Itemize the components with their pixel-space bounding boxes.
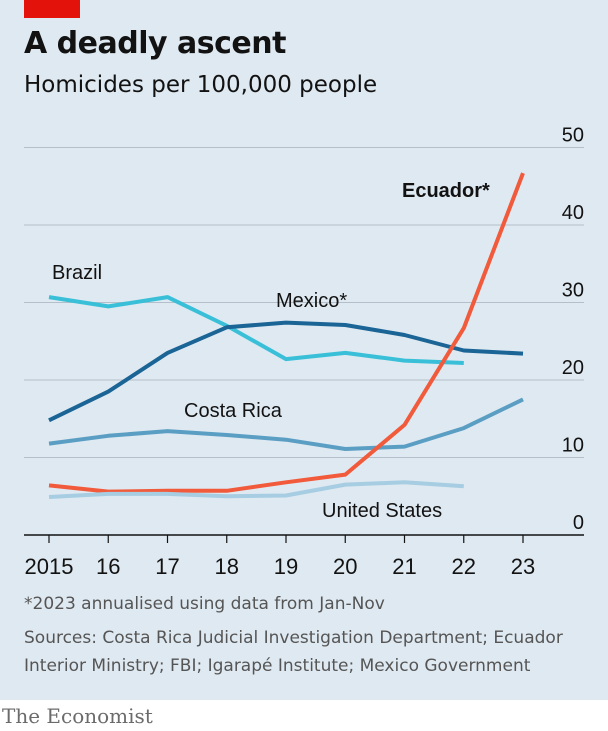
footnote: *2023 annualised using data from Jan-Nov	[24, 594, 385, 614]
series-label: Costa Rica	[184, 400, 283, 422]
x-tick-label: 17	[155, 554, 179, 579]
brand-red-tab	[24, 0, 80, 18]
y-tick-label: 50	[562, 125, 584, 147]
x-tick-label: 23	[511, 554, 535, 579]
publisher-brand: The Economist	[2, 704, 153, 728]
series-label: Mexico*	[276, 290, 347, 312]
chart-subtitle: Homicides per 100,000 people	[24, 72, 378, 98]
x-tick-label: 20	[333, 554, 357, 579]
series-label: Ecuador*	[402, 180, 490, 202]
x-tick-label: 21	[392, 554, 416, 579]
series-labels: Brazil Mexico* Costa Rica Ecuador* United St…	[52, 180, 490, 522]
series-label: Brazil	[52, 262, 102, 284]
sources-text: Sources: Costa Rica Judicial Investigati…	[24, 628, 563, 676]
x-tick-label: 18	[215, 554, 239, 579]
y-tick-label: 40	[562, 202, 584, 224]
chart-title: A deadly ascent	[24, 26, 286, 61]
y-axis-ticks: 0 10 20 30 40 50	[562, 125, 584, 535]
series-line-mexico-	[48, 320, 524, 423]
gridlines	[24, 147, 584, 458]
y-tick-label: 30	[562, 280, 584, 302]
chart-panel	[0, 0, 608, 700]
line-chart: 0 10 20 30 40 50 Brazil Mexico* Costa Rica Ecuad…	[24, 125, 584, 579]
series-line-brazil	[48, 295, 464, 365]
series-label: United States	[322, 500, 442, 522]
y-tick-label: 10	[562, 435, 584, 457]
x-tick-label: 16	[96, 554, 120, 579]
series-line-united-states	[48, 480, 464, 499]
series-line-costa-rica	[48, 397, 524, 451]
series-line-ecuador-	[48, 172, 525, 494]
x-tick-label: 19	[274, 554, 298, 579]
x-tick-label: 2015	[25, 554, 74, 579]
x-tick-label: 22	[452, 554, 476, 579]
y-tick-label: 0	[573, 512, 584, 534]
x-axis: 2015 16 17 18 19 20 21 22 23	[24, 534, 584, 579]
y-tick-label: 20	[562, 357, 584, 379]
series-lines	[48, 172, 525, 499]
